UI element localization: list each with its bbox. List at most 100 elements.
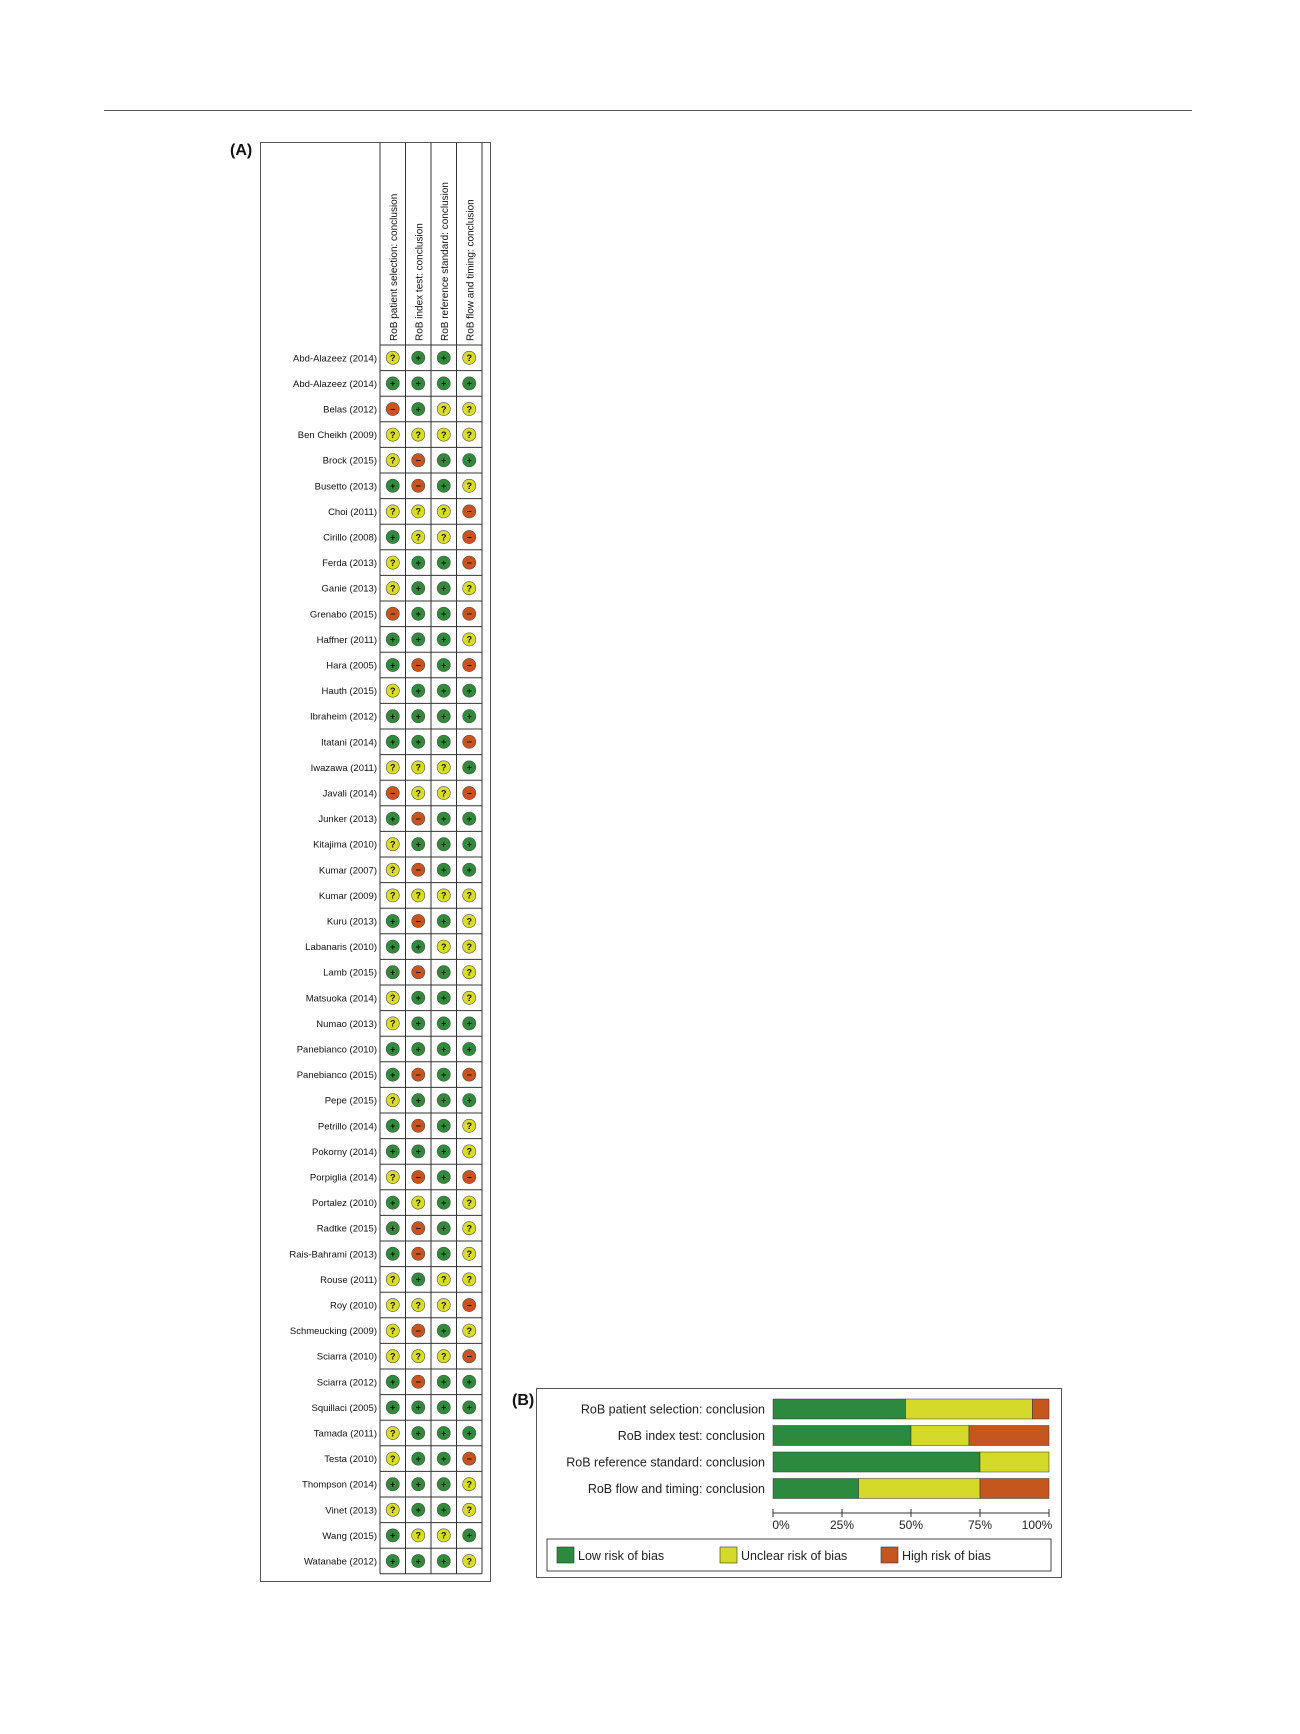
rating-symbol: + [416,1428,421,1438]
rating-low [411,709,426,724]
rating-symbol: + [390,942,395,952]
rating-low [436,862,451,877]
rating-high [411,965,426,980]
rating-symbol: ? [390,430,396,440]
rating-high [462,1067,477,1082]
rating-symbol: + [390,712,395,722]
x-tick-label: 25% [830,1518,854,1532]
study-label: Choi (2011) [328,507,377,518]
rating-symbol: ? [390,1326,396,1336]
study-label: Kitajima (2010) [313,840,377,851]
rating-symbol: ? [390,1300,396,1310]
rating-symbol: + [390,814,395,824]
rating-low [411,1426,426,1440]
rating-low [436,1246,451,1261]
rating-symbol: ? [416,788,422,798]
rating-symbol: ? [467,353,473,363]
rating-symbol: ? [467,430,473,440]
bar-segment-low [772,1425,912,1446]
study-label: Ganie (2013) [322,584,377,595]
rating-symbol: ? [416,1300,422,1310]
rating-high [385,402,400,416]
rating-unclear [462,1477,477,1492]
rating-low [411,1144,426,1159]
rating-symbol: + [390,1198,395,1208]
rating-symbol: − [467,737,472,747]
rating-symbol: + [416,686,421,696]
rating-unclear [462,1502,477,1517]
legend-label: High risk of bias [902,1549,991,1563]
rating-low [436,658,451,672]
rating-low [436,1195,451,1210]
rating-low [436,1451,451,1466]
rating-high [411,658,426,672]
rating-low [436,914,451,928]
study-label: Portalez (2010) [312,1198,377,1209]
study-label: Iwazawa (2011) [311,763,377,774]
rating-high [462,786,477,800]
rating-symbol: − [416,660,421,670]
rating-low [462,760,477,775]
rating-symbol: ? [467,1249,473,1259]
risk-of-bias-summary-panel: RoB patient selection: conclusion RoB ind… [536,1388,1062,1578]
rating-low [436,683,451,698]
rating-symbol: ? [390,993,396,1003]
rating-low [385,965,400,980]
rating-high [411,1246,426,1261]
rating-unclear [385,1093,400,1108]
rating-symbol: + [467,456,472,466]
rating-symbol: + [467,840,472,850]
rating-symbol: + [441,1147,446,1157]
rating-high [411,453,426,468]
rating-symbol: + [416,584,421,594]
rating-unclear [385,1451,400,1466]
rating-symbol: + [416,712,421,722]
study-label: Petrillo (2014) [318,1121,377,1132]
study-label: Kumar (2009) [319,891,377,902]
rating-symbol: ? [390,686,396,696]
rating-symbol: + [416,993,421,1003]
rating-symbol: + [467,763,472,773]
rating-unclear [462,1272,477,1287]
rating-symbol: − [467,1070,472,1080]
rating-unclear [385,683,400,698]
study-label: Numao (2013) [316,1019,377,1030]
rating-symbol: − [467,1172,472,1182]
rating-unclear [462,427,477,442]
x-tick-label: 75% [968,1518,992,1532]
rating-symbol: + [441,1044,446,1054]
rating-symbol: ? [467,916,473,926]
rating-low [385,1246,400,1261]
rating-symbol: ? [416,532,422,542]
legend-label: Low risk of bias [578,1549,664,1563]
rating-unclear [462,888,477,903]
rating-low [462,376,477,391]
rating-symbol: + [441,456,446,466]
rating-symbol: + [441,916,446,926]
rating-symbol: + [416,737,421,747]
rating-symbol: + [441,1224,446,1234]
rating-low [385,1067,400,1082]
rating-symbol: + [441,993,446,1003]
rating-unclear [385,555,400,570]
rating-symbol: ? [467,1198,473,1208]
rating-unclear [436,1298,451,1312]
rating-symbol: + [390,1070,395,1080]
rating-symbol: + [416,379,421,389]
rating-symbol: ? [467,1556,473,1566]
bar-category-label: RoB patient selection: conclusion [581,1403,765,1417]
rating-symbol: ? [467,1480,473,1490]
rating-low [385,914,400,928]
rating-symbol: + [416,558,421,568]
rating-symbol: + [467,865,472,875]
rating-high [462,504,477,519]
rating-symbol: + [390,1121,395,1131]
rating-low [411,1016,426,1031]
rating-symbol: ? [390,1352,396,1362]
rating-low [436,581,451,596]
rating-symbol: − [416,1377,421,1387]
rating-symbol: ? [441,430,447,440]
rating-low [385,376,400,391]
column-header: RoB reference standard: conclusion [440,182,451,341]
rating-unclear [385,504,400,519]
